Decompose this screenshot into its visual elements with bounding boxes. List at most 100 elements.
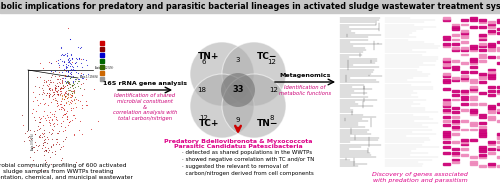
Bar: [470, 161, 477, 163]
Bar: [100, 77, 104, 81]
Bar: [488, 71, 495, 73]
Bar: [443, 146, 450, 148]
Point: [54, 92, 62, 95]
Point: [58, 87, 66, 90]
Point: [28, 146, 36, 149]
Point: [40, 102, 48, 105]
Point: [61, 75, 69, 78]
Bar: [488, 107, 495, 109]
Point: [35, 86, 43, 89]
Point: [52, 74, 60, 77]
Bar: [443, 141, 450, 143]
Point: [56, 86, 64, 89]
Point: [70, 67, 78, 70]
Bar: [461, 129, 468, 130]
Point: [62, 95, 70, 98]
Point: [66, 62, 74, 65]
Bar: [488, 56, 495, 58]
Point: [40, 97, 48, 100]
Point: [82, 59, 90, 62]
Point: [69, 113, 77, 116]
Point: [76, 80, 84, 83]
Point: [70, 132, 78, 135]
Bar: [470, 62, 477, 64]
Point: [66, 83, 74, 86]
Bar: [470, 90, 477, 92]
Bar: [488, 68, 495, 70]
Point: [30, 129, 38, 132]
Point: [90, 87, 98, 90]
Point: [61, 112, 69, 115]
Point: [69, 107, 77, 110]
Point: [54, 84, 62, 87]
Point: [56, 93, 64, 96]
Point: [57, 122, 65, 125]
Point: [52, 91, 60, 94]
Point: [58, 106, 66, 109]
Text: TN−: TN−: [256, 119, 278, 128]
Bar: [443, 88, 450, 90]
Bar: [497, 137, 500, 139]
Bar: [497, 120, 500, 122]
Point: [68, 83, 76, 86]
Text: Predatory Bdellovibronota & Myxococcota: Predatory Bdellovibronota & Myxococcota: [164, 139, 312, 144]
Point: [72, 61, 80, 64]
Point: [44, 138, 52, 141]
Point: [65, 60, 73, 63]
Point: [58, 71, 66, 74]
Point: [68, 89, 76, 92]
Point: [45, 131, 53, 134]
Bar: [461, 47, 468, 49]
Bar: [461, 53, 468, 56]
Point: [30, 145, 38, 148]
Bar: [452, 60, 459, 62]
Point: [61, 68, 69, 71]
Point: [71, 79, 79, 82]
Bar: [488, 144, 495, 145]
Bar: [497, 109, 500, 111]
Point: [76, 47, 84, 50]
Bar: [443, 73, 450, 75]
Point: [34, 104, 42, 107]
Point: [61, 74, 69, 77]
Point: [64, 100, 72, 102]
Point: [40, 80, 48, 83]
Bar: [479, 116, 486, 118]
Point: [39, 91, 47, 94]
Point: [66, 93, 74, 96]
Bar: [470, 139, 477, 141]
Point: [44, 113, 52, 116]
Point: [57, 106, 65, 109]
Point: [39, 115, 47, 118]
Point: [24, 130, 32, 132]
Point: [78, 103, 86, 106]
Point: [46, 115, 54, 118]
Point: [72, 161, 80, 164]
Bar: [488, 111, 495, 113]
Point: [48, 118, 56, 121]
Point: [63, 97, 71, 100]
Point: [36, 134, 44, 137]
Point: [62, 52, 70, 55]
Bar: [470, 81, 477, 83]
Point: [55, 107, 63, 110]
Point: [60, 79, 68, 82]
Bar: [488, 75, 495, 77]
Text: 6: 6: [202, 59, 206, 65]
Point: [50, 149, 58, 152]
Point: [42, 80, 50, 83]
Point: [43, 135, 51, 138]
Point: [82, 104, 90, 107]
Point: [41, 102, 49, 105]
Point: [48, 113, 56, 116]
Bar: [497, 135, 500, 137]
Point: [40, 153, 48, 156]
Point: [44, 95, 52, 98]
Point: [65, 120, 73, 123]
Bar: [443, 105, 450, 107]
Point: [63, 80, 71, 83]
Bar: [497, 86, 500, 88]
Point: [53, 89, 61, 92]
Point: [70, 90, 78, 93]
Point: [60, 92, 68, 95]
